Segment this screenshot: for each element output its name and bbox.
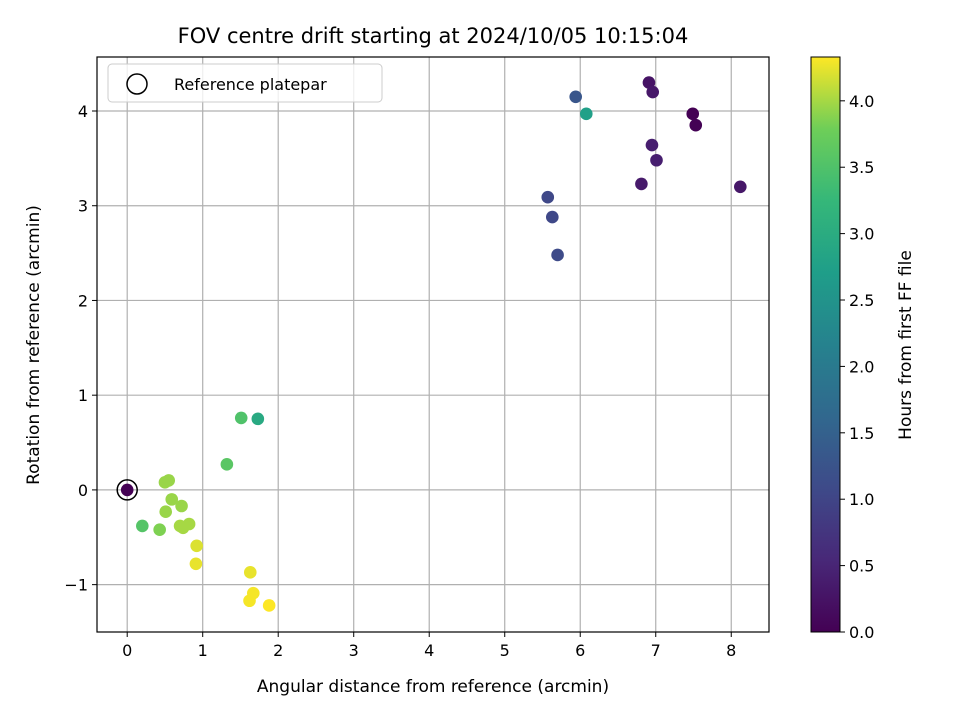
y-axis-ticks: −1 0 1 2 3 4: [64, 102, 97, 595]
scatter-point: [220, 458, 234, 471]
chart-title: FOV centre drift starting at 2024/10/05 …: [178, 24, 689, 48]
y-axis-label: Rotation from reference (arcmin): [24, 205, 44, 485]
colorbar-tick-label: 3.5: [849, 158, 874, 177]
colorbar-tick-label: 0.5: [849, 557, 874, 576]
colorbar-tick-label: 1.5: [849, 424, 874, 443]
colorbar: 0.0 0.5 1.0 1.5 2.0 2.5 3.0 3.5 4.0 Hours from f…: [810, 56, 916, 642]
scatter-point: [175, 499, 188, 513]
scatter-point: [262, 599, 276, 612]
scatter-point: [120, 483, 134, 497]
legend-box: [107, 63, 383, 103]
scatter-point: [551, 248, 564, 262]
x-tick-label: 4: [424, 641, 434, 660]
colorbar-ticks: 0.0 0.5 1.0 1.5 2.0 2.5 3.0 3.5 4.0: [840, 92, 874, 642]
scatter-point: [646, 85, 660, 99]
y-tick-label: −1: [64, 576, 88, 595]
scatter-point: [251, 412, 265, 426]
legend: Reference platepar: [107, 63, 383, 103]
scatter-point: [190, 539, 203, 553]
x-tick-label: 1: [198, 641, 208, 660]
scatter-point: [182, 517, 196, 531]
scatter-point: [153, 523, 166, 536]
scatter-point: [650, 153, 663, 167]
scatter-point: [234, 411, 248, 425]
scatter-point: [689, 118, 703, 132]
x-tick-label: 7: [651, 641, 661, 660]
colorbar-tick-label: 3.0: [849, 225, 874, 244]
legend-open-circle-icon: [126, 73, 148, 95]
plot-frame: [96, 56, 770, 633]
scatter-point: [635, 177, 648, 191]
scatter-points: [116, 76, 747, 612]
scatter-point: [243, 566, 257, 579]
colorbar-tick-label: 0.0: [849, 623, 874, 642]
y-tick-label: 0: [78, 481, 88, 500]
x-tick-label: 6: [575, 641, 585, 660]
y-tick-label: 1: [78, 386, 88, 405]
scatter-point: [686, 107, 700, 121]
colorbar-tick-label: 2.5: [849, 291, 874, 310]
x-axis-label: Angular distance from reference (arcmin): [257, 677, 609, 697]
colorbar-label: Hours from first FF file: [896, 250, 916, 440]
colorbar-tick-label: 1.0: [849, 490, 874, 509]
scatter-point: [165, 493, 179, 506]
scatter-point: [541, 190, 555, 204]
x-tick-label: 3: [349, 641, 359, 660]
y-tick-label: 2: [78, 291, 88, 310]
reference-platepar-marker: [116, 479, 138, 501]
colorbar-gradient: [810, 56, 841, 633]
scatter-point: [162, 474, 176, 487]
x-axis-ticks: 0 1 2 3 4 5 6 7 8: [122, 632, 736, 660]
scatter-point: [136, 519, 149, 533]
scatter-point: [243, 594, 256, 608]
scatter-point: [159, 505, 173, 518]
scatter-point: [189, 557, 203, 571]
grid: [97, 57, 769, 632]
scatter-point: [545, 210, 559, 224]
x-tick-label: 5: [500, 641, 510, 660]
y-tick-label: 4: [78, 102, 88, 121]
colorbar-tick-label: 4.0: [849, 92, 874, 111]
scatter-point: [642, 76, 656, 89]
legend-entry-reference-platepar: Reference platepar: [174, 75, 327, 94]
x-tick-label: 8: [726, 641, 736, 660]
scatter-point: [734, 180, 747, 194]
x-tick-label: 2: [273, 641, 283, 660]
y-tick-label: 3: [78, 197, 88, 216]
colorbar-tick-label: 2.0: [849, 357, 874, 376]
scatter-point: [569, 90, 583, 104]
x-tick-label: 0: [122, 641, 132, 660]
scatter-point: [579, 107, 593, 121]
scatter-point: [645, 138, 659, 152]
